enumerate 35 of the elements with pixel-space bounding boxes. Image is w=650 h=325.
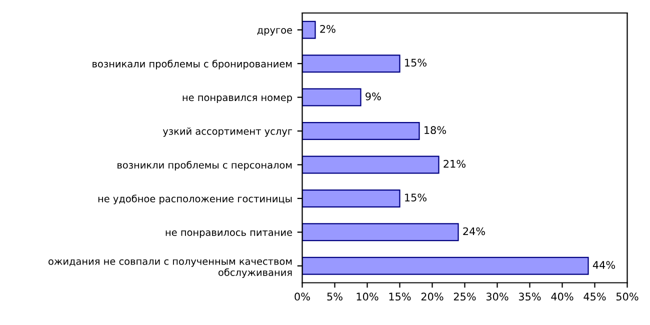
data-label: 15% — [405, 194, 426, 202]
x-tick-label: 45% — [584, 292, 606, 301]
x-tick-label: 20% — [421, 292, 444, 301]
x-tick-label: 0% — [294, 292, 310, 301]
bar — [302, 256, 589, 275]
bar — [302, 189, 400, 208]
bar — [302, 20, 316, 39]
y-tick-label: не понравился номер — [182, 96, 292, 104]
x-tick-label: 40% — [551, 292, 574, 301]
bar — [302, 156, 440, 174]
bar — [302, 88, 362, 106]
y-tick-label: другое — [257, 28, 292, 36]
y-tick-label: возникали проблемы с бронированием — [92, 60, 292, 70]
bar — [302, 122, 420, 140]
x-tick-label: 35% — [518, 292, 541, 301]
bar — [302, 223, 459, 242]
y-tick-label: возникли проблемы с персоналом — [118, 160, 292, 171]
y-tick-label: не удобное расположение гостиницы — [98, 194, 292, 204]
data-label: 24% — [463, 227, 485, 236]
data-label: 18% — [424, 126, 446, 134]
bar — [302, 54, 400, 73]
data-label: 2% — [320, 25, 336, 33]
y-tick-label: ожидания не совпали с полученным качеством обслуживания — [48, 259, 292, 278]
x-tick-label: 25% — [454, 292, 476, 301]
y-tick-label: не понравилось питание — [166, 230, 292, 238]
x-tick-label: 15% — [389, 292, 411, 301]
data-label: 15% — [405, 58, 426, 67]
data-label: 21% — [444, 160, 466, 168]
data-label: 44% — [592, 261, 615, 269]
data-label: 9% — [366, 92, 381, 100]
y-tick-label: узкий ассортимент услуг — [162, 127, 292, 137]
x-tick-label: 5% — [327, 292, 342, 301]
x-tick-label: 30% — [486, 292, 508, 301]
x-tick-label: 10% — [356, 292, 378, 301]
x-tick-label: 50% — [616, 292, 638, 301]
